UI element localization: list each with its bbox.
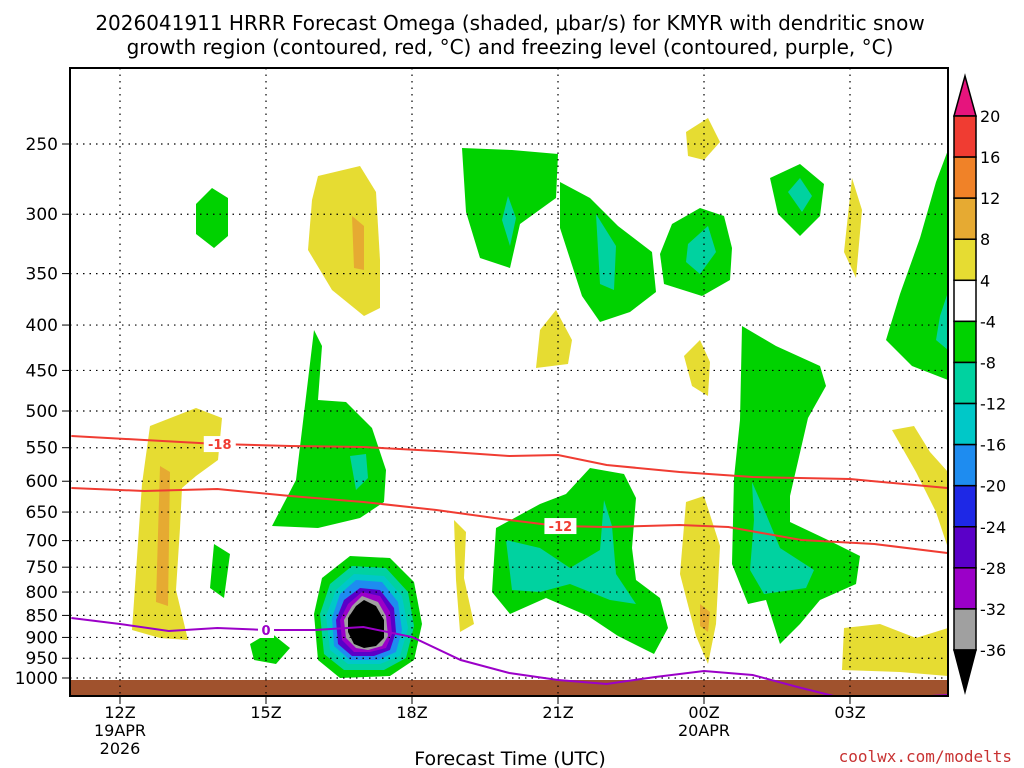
colorbar-level-label: 12	[980, 189, 1000, 208]
plot-border	[69, 67, 949, 697]
omega-area-yellow	[308, 166, 380, 316]
colorbar-segment	[953, 361, 977, 405]
colorbar: 20 16 12 8 4 -4 -8 -12 -16 -20 -24 -28 -32 -36	[953, 73, 1006, 695]
omega-area-teal	[502, 196, 516, 246]
colorbar-segment	[953, 526, 977, 569]
y-tick-label: 250	[26, 135, 58, 155]
omega-area-yellow	[156, 466, 170, 606]
y-tick-label: 550	[26, 439, 58, 459]
colorbar-segment	[953, 115, 977, 158]
plot-area: -18 -12 0	[70, 68, 948, 696]
omega-area-green	[492, 468, 668, 654]
omega-area-yellow	[686, 118, 720, 160]
colorbar-bottom-triangle	[953, 649, 977, 695]
colorbar-level-label: -24	[980, 518, 1006, 537]
contour-label: -18	[208, 438, 232, 453]
colorbar-level-label: 20	[980, 107, 1000, 126]
colorbar-segment	[953, 238, 977, 282]
omega-area-yellow	[700, 604, 710, 632]
y-tick-label: 800	[26, 583, 58, 603]
y-tick-label: 650	[26, 503, 58, 523]
x-tick-sublabel: 2026	[100, 739, 141, 758]
colorbar-segment	[953, 402, 977, 446]
omega-area-teal	[788, 178, 812, 212]
colorbar-level-label: -8	[980, 353, 996, 372]
y-tick-label: 350	[26, 265, 58, 285]
omega-area-yellow	[132, 408, 222, 640]
omega-shading	[132, 118, 948, 678]
x-tick-sublabel: 20APR	[678, 721, 730, 740]
colorbar-level-label: -28	[980, 559, 1006, 578]
colorbar-level-label: -4	[980, 312, 996, 331]
y-tick-label: 850	[26, 606, 58, 626]
y-tick-label: 300	[26, 205, 58, 225]
contour-label: -12	[549, 520, 573, 535]
y-tick-label: 1000	[15, 669, 58, 689]
colorbar-level-label: -16	[980, 436, 1006, 455]
omega-area-teal	[750, 482, 814, 594]
omega-area-yellow	[680, 496, 720, 664]
colorbar-segment	[953, 279, 977, 323]
temperature-contours: -18 -12 0	[71, 435, 948, 696]
omega-area-yellow	[454, 520, 474, 632]
colorbar-level-label: -32	[980, 600, 1006, 619]
omega-area-yellow	[352, 216, 364, 270]
colorbar-segment	[953, 156, 977, 199]
x-tick-label: 12Z	[104, 703, 135, 722]
colorbar-level-label: -20	[980, 477, 1006, 496]
omega-area-green	[886, 150, 948, 380]
y-tick-label: 950	[26, 649, 58, 669]
omega-area-yellow	[844, 178, 862, 278]
omega-area-green	[196, 188, 228, 248]
y-tick-label: 900	[26, 628, 58, 648]
colorbar-level-label: 16	[980, 148, 1000, 167]
y-tick-label: 500	[26, 402, 58, 422]
y-tick-label: 600	[26, 472, 58, 492]
contour-label-bg	[203, 436, 236, 453]
y-tick-label: 400	[26, 316, 58, 336]
x-tick-label: 18Z	[396, 703, 427, 722]
x-tick-label: 15Z	[250, 703, 281, 722]
credit-text: coolwx.com/modelts	[839, 747, 1012, 766]
x-tick-label: 03Z	[834, 703, 865, 722]
omega-area-teal	[686, 226, 716, 274]
colorbar-segment	[953, 484, 977, 528]
colorbar-level-label: -12	[980, 395, 1006, 414]
chart-title-line2: growth region (contoured, red, °C) and f…	[127, 35, 894, 59]
colorbar-segment	[953, 197, 977, 240]
x-tick-label: 00Z	[688, 703, 719, 722]
colorbar-segment	[953, 608, 977, 651]
colorbar-segment	[953, 443, 977, 487]
contour-line-dendritic-minus12	[71, 487, 948, 554]
omega-area-teal	[936, 292, 948, 350]
omega-area-green	[210, 544, 230, 598]
terrain-strip	[70, 680, 948, 696]
colorbar-segment	[953, 567, 977, 610]
omega-area-yellow	[892, 426, 948, 548]
contour-label: 0	[261, 624, 270, 639]
colorbar-level-label: -36	[980, 641, 1006, 660]
contour-label-bg	[544, 518, 577, 535]
colorbar-segment	[953, 320, 977, 364]
y-axis: 2503003504004505005506006507007508008509…	[15, 135, 70, 689]
x-tick-label: 21Z	[542, 703, 573, 722]
colorbar-top-triangle	[953, 73, 977, 117]
y-tick-label: 750	[26, 558, 58, 578]
contour-line-freezing-level	[71, 617, 948, 696]
omega-area-teal	[596, 214, 616, 290]
omega-strong-ascent-core	[314, 556, 422, 678]
contour-label-bg	[258, 622, 274, 638]
x-axis-label: Forecast Time (UTC)	[414, 748, 605, 768]
colorbar-level-label: 4	[980, 271, 990, 290]
chart-title-line1: 2026041911 HRRR Forecast Omega (shaded, …	[95, 11, 924, 35]
omega-area-green	[250, 632, 290, 664]
y-tick-label: 450	[26, 361, 58, 381]
x-tick-sublabel: 19APR	[94, 721, 146, 740]
vertical-gridlines	[119, 68, 851, 696]
y-tick-label: 700	[26, 532, 58, 552]
colorbar-level-label: 8	[980, 230, 990, 249]
